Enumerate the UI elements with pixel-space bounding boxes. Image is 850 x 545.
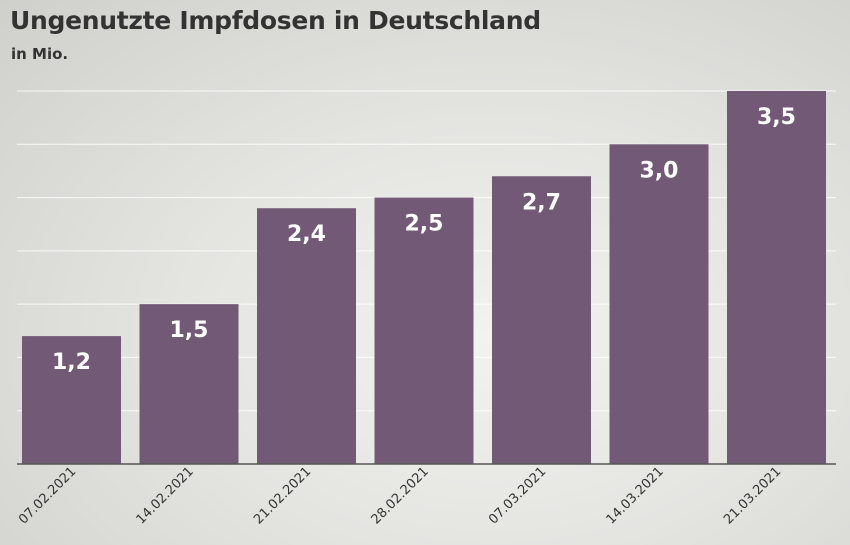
chart-unit-label: in Mio.: [11, 45, 69, 63]
data-label: 1,2: [52, 350, 91, 375]
bar-21.02.2021: [257, 208, 356, 464]
data-label: 3,5: [757, 105, 796, 130]
data-label: 2,5: [405, 212, 444, 237]
data-label: 2,7: [522, 190, 561, 215]
data-label: 1,5: [170, 318, 209, 343]
x-tick-label: 14.02.2021: [134, 464, 197, 527]
bar-14.03.2021: [609, 144, 709, 465]
data-label: 2,4: [287, 222, 326, 247]
x-tick-label: 21.02.2021: [251, 464, 314, 527]
x-tick-label: 14.03.2021: [604, 464, 667, 527]
bars: [22, 91, 826, 465]
x-tick-label: 28.02.2021: [369, 464, 432, 527]
x-tick-label: 21.03.2021: [721, 464, 784, 527]
data-label: 3,0: [640, 158, 679, 183]
x-tick-label: 07.02.2021: [16, 464, 79, 527]
bar-28.02.2021: [374, 197, 474, 465]
x-tick-label: 07.03.2021: [486, 464, 549, 527]
bar-07.03.2021: [492, 176, 591, 464]
bar-21.03.2021: [727, 91, 826, 464]
chart-title: Ungenutzte Impfdosen in Deutschland: [10, 6, 541, 35]
data-labels: 1,2 1,5 2,4 2,5 2,7 3,0 3,5: [52, 105, 796, 375]
bar-14.02.2021: [139, 304, 239, 464]
x-tick-labels: 07.02.2021 14.02.2021 21.02.2021 28.02.2021…: [16, 464, 784, 527]
bar-07.02.2021: [22, 336, 121, 464]
